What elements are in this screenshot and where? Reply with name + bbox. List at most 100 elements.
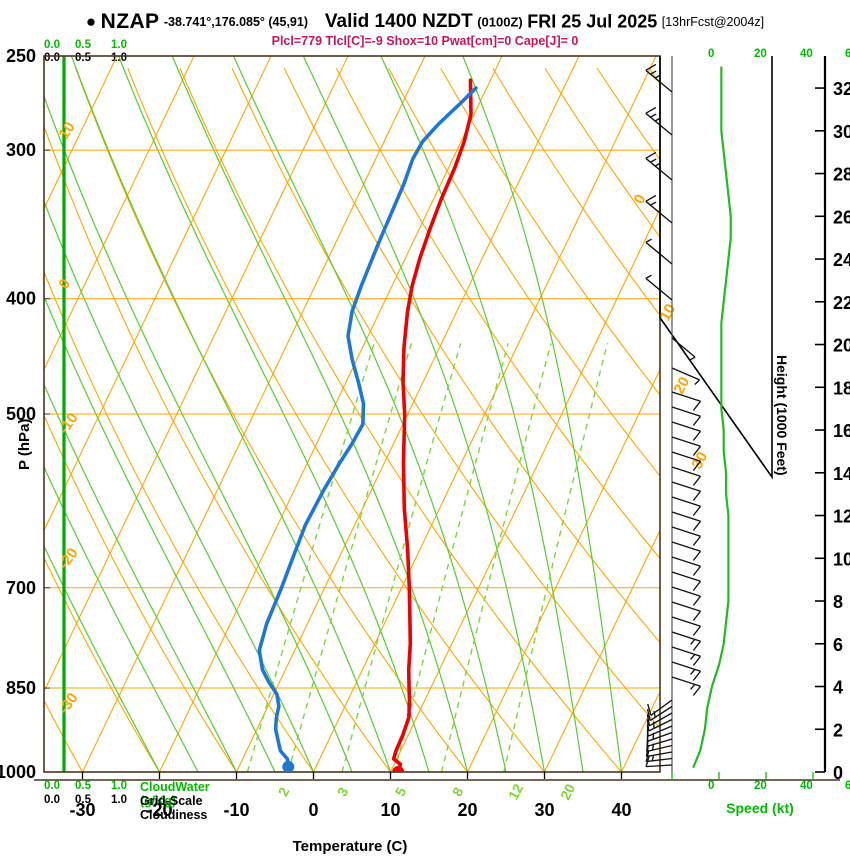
dry-adiabat-label-left--20: -20 xyxy=(55,545,81,573)
mixing-ratio-label-12: 12 xyxy=(505,781,527,802)
cloudwater-tick-1: 0.5 xyxy=(75,39,91,51)
temperature-tick-40: 40 xyxy=(611,800,631,820)
isotherm--60 xyxy=(44,56,195,371)
mixing-ratio-label-8: 8 xyxy=(449,784,467,799)
plot-right-wedge-border xyxy=(659,56,773,480)
wind-barb xyxy=(671,526,702,546)
height-tick-24: 24 xyxy=(833,250,850,270)
dry-adiabat-50 xyxy=(231,68,660,730)
height-tick-0: 0 xyxy=(833,763,843,783)
saturated-adiabat-10 xyxy=(70,56,392,772)
valid-time: Valid 1400 NZDT xyxy=(324,11,473,32)
wind-barb xyxy=(671,406,702,426)
valid-date: FRI 25 Jul 2025 xyxy=(527,11,658,32)
wind-barb xyxy=(671,337,696,361)
temperature-tick-30: 30 xyxy=(534,800,554,820)
height-tick-16: 16 xyxy=(833,421,850,441)
saturated-adiabat--15 xyxy=(44,465,199,772)
saturated-adiabat-25 xyxy=(232,56,507,772)
saturated-adiabat-40 xyxy=(462,56,623,772)
height-tick-4: 4 xyxy=(833,678,843,698)
wind-barb xyxy=(671,466,702,486)
saturated-adiabat--10 xyxy=(44,382,238,772)
wind-barb xyxy=(671,661,702,681)
figure-header: ● NZAP -38.741°,176.085° (45,91) Valid 1… xyxy=(0,10,850,34)
height-tick-10: 10 xyxy=(833,549,850,569)
temperature-trace xyxy=(391,78,473,772)
cloudwater-btick-2: 1.0 xyxy=(111,780,127,792)
mixing-ratio-label-20: 20 xyxy=(557,781,579,802)
wind-barb xyxy=(671,481,702,501)
temperature-tick-10: 10 xyxy=(380,800,400,820)
mixing-ratio-2 xyxy=(246,343,375,772)
dry-adiabat-label-left--30: -30 xyxy=(55,690,81,718)
height-tick-12: 12 xyxy=(833,507,850,527)
wind-barb xyxy=(645,744,673,758)
pressure-axis-title: P (hPa) xyxy=(16,418,33,470)
saturated-adiabat-20 xyxy=(171,56,469,772)
wind-barb xyxy=(671,391,702,411)
cloudwater-btick-1: 0.5 xyxy=(75,780,91,792)
cloudiness-btick-0: 0.0 xyxy=(44,794,60,806)
dry-adiabat--20 xyxy=(44,556,160,772)
wind-barb xyxy=(671,541,702,561)
wind-barb xyxy=(671,586,702,606)
isotherm--70 xyxy=(44,56,118,210)
saturated-adiabat-35 xyxy=(380,56,584,772)
temperature-tick-0: 0 xyxy=(308,800,318,820)
height-tick-30: 30 xyxy=(833,122,850,142)
cloudiness-legend-label: Grid-Scale Cloudiness xyxy=(140,794,208,822)
saturated-adiabat-5 xyxy=(44,94,353,772)
wind-barb xyxy=(645,194,673,224)
station-id: NZAP xyxy=(100,10,160,33)
dry-adiabat-80 xyxy=(388,67,660,477)
sounding-parameters: Plcl=779 Tlcl[C]=-9 Shox=10 Pwat[cm]=0 C… xyxy=(271,34,579,48)
temperature-tick--30: -30 xyxy=(69,800,95,820)
wind-barb xyxy=(645,106,673,136)
speed-tick-bot-1: 20 xyxy=(754,780,767,792)
saturated-adiabat-0 xyxy=(44,199,315,772)
wind-barb xyxy=(671,367,701,385)
saturated-adiabat--5 xyxy=(44,295,276,772)
sounding-traces xyxy=(257,78,478,772)
forecast-tag: [13hrFcst@2004z] xyxy=(661,15,765,29)
dry-adiabat-70 xyxy=(335,67,660,560)
mixing-ratio-12 xyxy=(440,343,552,772)
cloudiness-tick-1: 0.5 xyxy=(75,52,91,64)
dry-adiabat-10 xyxy=(44,124,391,772)
mixing-ratio-8 xyxy=(393,343,509,772)
speed-tick-bot-2: 40 xyxy=(800,780,813,792)
speed-tick-top-0: 0 xyxy=(708,48,715,60)
saturated-adiabat-15 xyxy=(118,56,430,772)
isotherm-30 xyxy=(544,529,660,772)
station-coordinates: -38.741°,176.085° (45,91) xyxy=(163,15,309,29)
dry-adiabat--10 xyxy=(44,413,237,772)
cloudiness-tick-0: 0.0 xyxy=(44,52,60,64)
height-tick-18: 18 xyxy=(833,378,850,398)
saturated-adiabat-30 xyxy=(302,56,546,772)
wind-speed-profile-layer xyxy=(692,66,732,769)
cloudwater-btick-0: 0.0 xyxy=(44,780,60,792)
wind-barb xyxy=(671,601,702,621)
temperature-tick--10: -10 xyxy=(223,800,249,820)
height-tick-22: 22 xyxy=(833,293,850,313)
wind-barb xyxy=(671,451,702,471)
pressure-tick-1000: 1000 xyxy=(0,762,36,782)
wind-barb xyxy=(671,436,702,456)
wind-barb xyxy=(671,496,702,516)
wind-barb xyxy=(671,511,702,531)
cloudwater-legend-label: CloudWater (g/Kg) xyxy=(140,780,210,808)
height-tick-2: 2 xyxy=(833,720,843,740)
mixing-ratio-label-3: 3 xyxy=(334,784,352,799)
pressure-tick-300: 300 xyxy=(6,140,36,160)
dewpoint-trace xyxy=(257,86,478,769)
dry-adiabat-60 xyxy=(283,68,660,644)
temperature-axis-title: Temperature (C) xyxy=(0,838,700,856)
wind-speed-profile xyxy=(692,66,732,769)
pressure-tick-500: 500 xyxy=(6,404,36,424)
dry-adiabat-label-right-20: 20 xyxy=(671,374,694,397)
height-tick-14: 14 xyxy=(833,464,850,484)
wind-barb xyxy=(646,739,673,753)
wind-barb xyxy=(645,151,673,181)
